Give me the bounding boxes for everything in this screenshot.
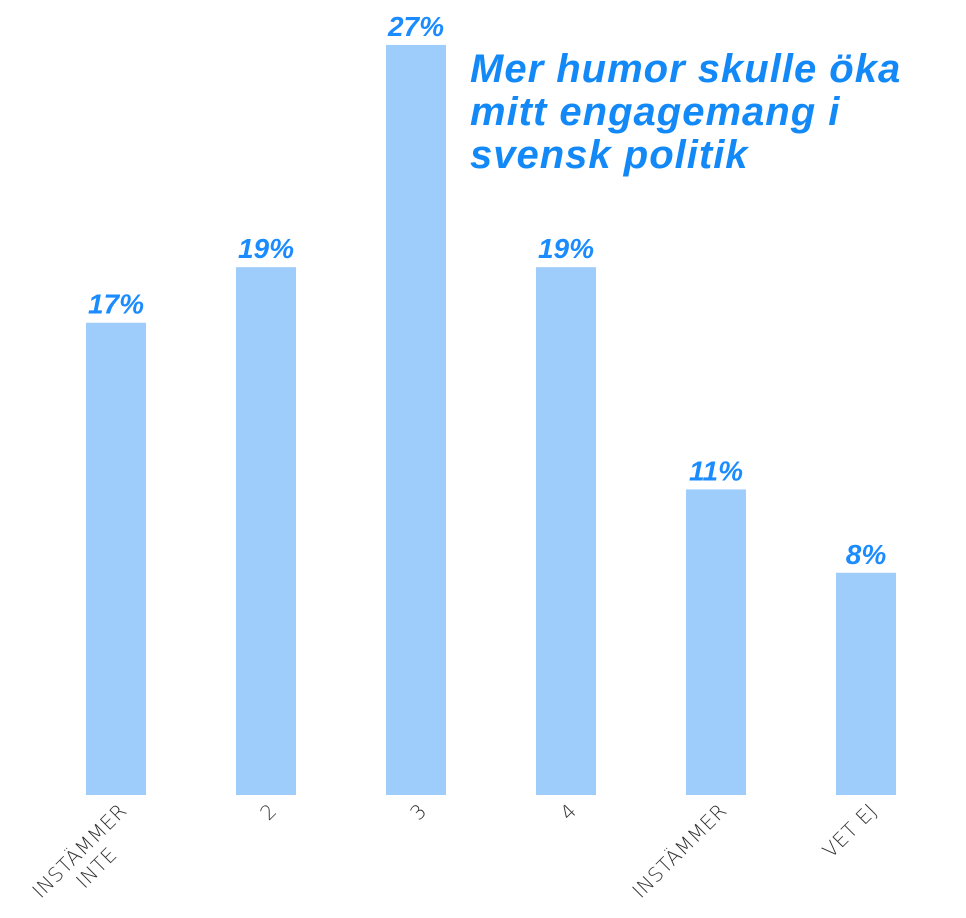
bar bbox=[386, 44, 446, 795]
bar bbox=[236, 267, 296, 795]
x-tick-group: VET EJ bbox=[818, 799, 882, 863]
x-tick-label: INSTÄMMER bbox=[627, 799, 731, 903]
value-label: 8% bbox=[846, 539, 887, 570]
bar bbox=[686, 489, 746, 795]
x-tick-group: 4 bbox=[555, 799, 581, 825]
value-label: 19% bbox=[238, 233, 294, 264]
value-label: 19% bbox=[538, 233, 594, 264]
bar bbox=[836, 572, 896, 795]
x-tick-label: 3 bbox=[405, 799, 431, 825]
x-tick-group: 2 bbox=[255, 799, 281, 825]
bar bbox=[536, 267, 596, 795]
x-tick-label: VET EJ bbox=[818, 799, 882, 863]
x-tick-label: 2 bbox=[255, 799, 281, 825]
x-tick-group: 3 bbox=[405, 799, 431, 825]
x-tick-label: INSTÄMMERINTE bbox=[27, 799, 148, 918]
value-label: 27% bbox=[387, 11, 444, 42]
chart-title: Mer humor skulle öka mitt engagemang i s… bbox=[470, 47, 902, 177]
bar bbox=[86, 322, 146, 795]
x-tick-group: INSTÄMMERINTE bbox=[27, 799, 148, 918]
x-tick-label: 4 bbox=[555, 799, 581, 825]
x-tick-group: INSTÄMMER bbox=[627, 799, 731, 903]
value-label: 11% bbox=[689, 455, 743, 486]
value-label: 17% bbox=[88, 289, 144, 320]
